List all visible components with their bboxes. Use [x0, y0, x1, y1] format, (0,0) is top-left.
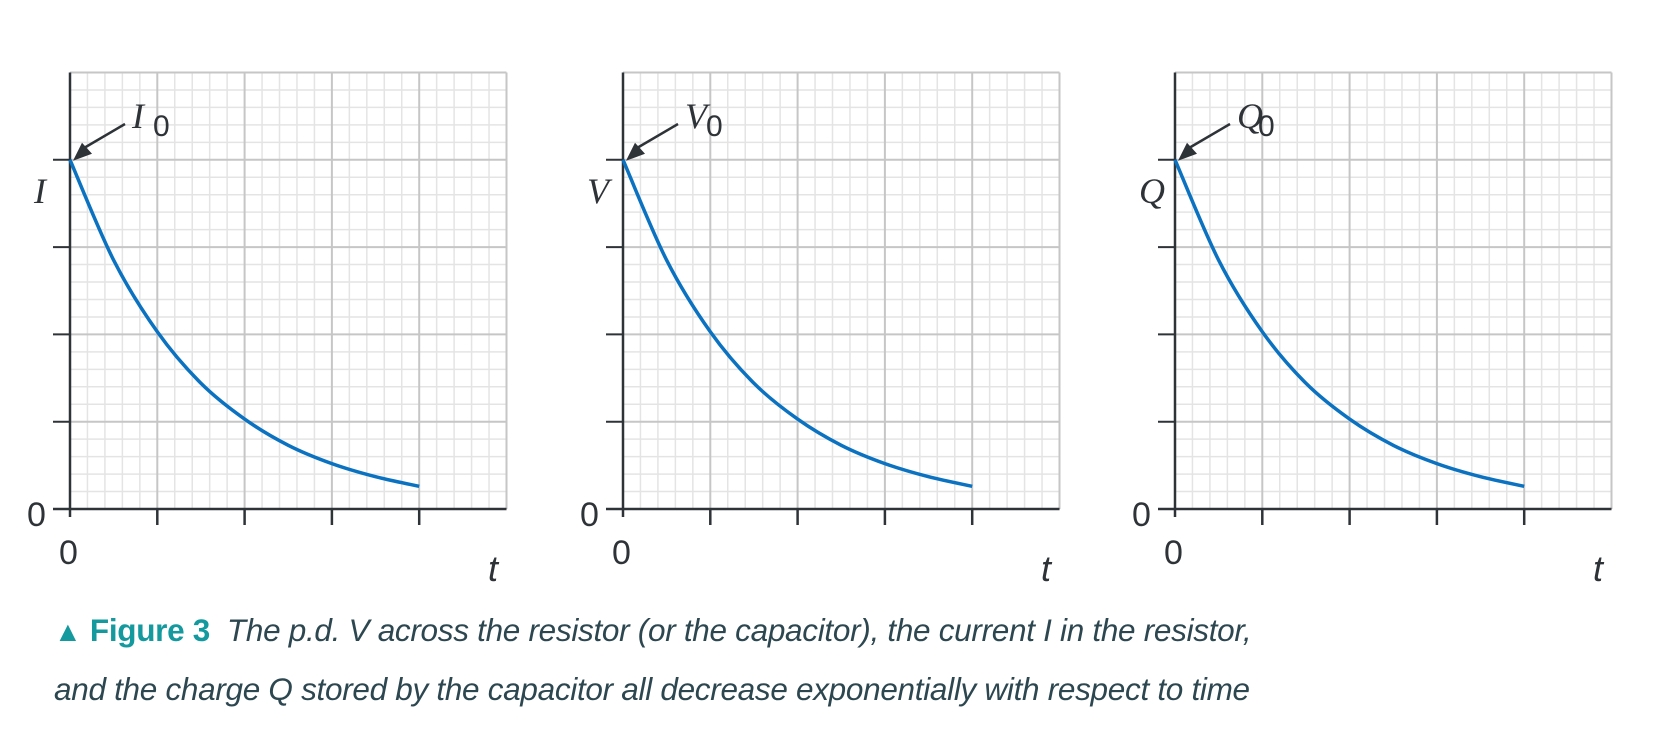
arrow-head-icon [626, 142, 645, 161]
chart-v: 00 tVV 0 [580, 71, 1061, 589]
x-tick-label: 0 [1164, 534, 1183, 572]
decay-curve [1173, 159, 1525, 489]
caption-text-1: The p.d. V across the resistor (or the c… [226, 612, 1252, 648]
figure-label: Figure 3 [89, 612, 210, 648]
caption-line-1: ▲ Figure 3 The p.d. V across the resisto… [54, 612, 1252, 649]
y-tick-label: 0 [1132, 496, 1151, 534]
arrow-head-icon [1178, 142, 1197, 161]
x-axis-label: t [488, 548, 500, 589]
triangle-up-icon: ▲ [54, 616, 82, 647]
x-tick-label: 0 [612, 534, 631, 572]
initial-value-subscript: 0 [153, 110, 170, 143]
x-axis-label: t [1041, 548, 1053, 589]
arrow-head-icon [73, 142, 92, 161]
caption-text-2: and the charge Q stored by the capacitor… [54, 671, 1250, 707]
y-tick-label: 0 [580, 496, 599, 534]
arrow-line [636, 122, 679, 150]
initial-value-label: Q [1237, 96, 1263, 136]
y-axis-label: V [587, 171, 613, 211]
caption-line-2: and the charge Q stored by the capacitor… [54, 671, 1250, 708]
y-tick-label: 0 [27, 496, 46, 534]
y-axis-label: I [33, 171, 48, 211]
y-axis-label: Q [1139, 171, 1165, 211]
initial-value-subscript: 0 [706, 110, 723, 143]
arrow-line [1188, 122, 1231, 150]
decay-curve [621, 159, 973, 489]
initial-value-label: I [131, 96, 146, 136]
decay-curve [68, 159, 420, 489]
x-axis-label: t [1593, 548, 1605, 589]
initial-value-subscript: 0 [1258, 110, 1275, 143]
arrow-line [83, 122, 126, 150]
initial-value-label: V [685, 96, 711, 136]
chart-i: 00 tII 0 [27, 71, 508, 589]
x-tick-label: 0 [59, 534, 78, 572]
